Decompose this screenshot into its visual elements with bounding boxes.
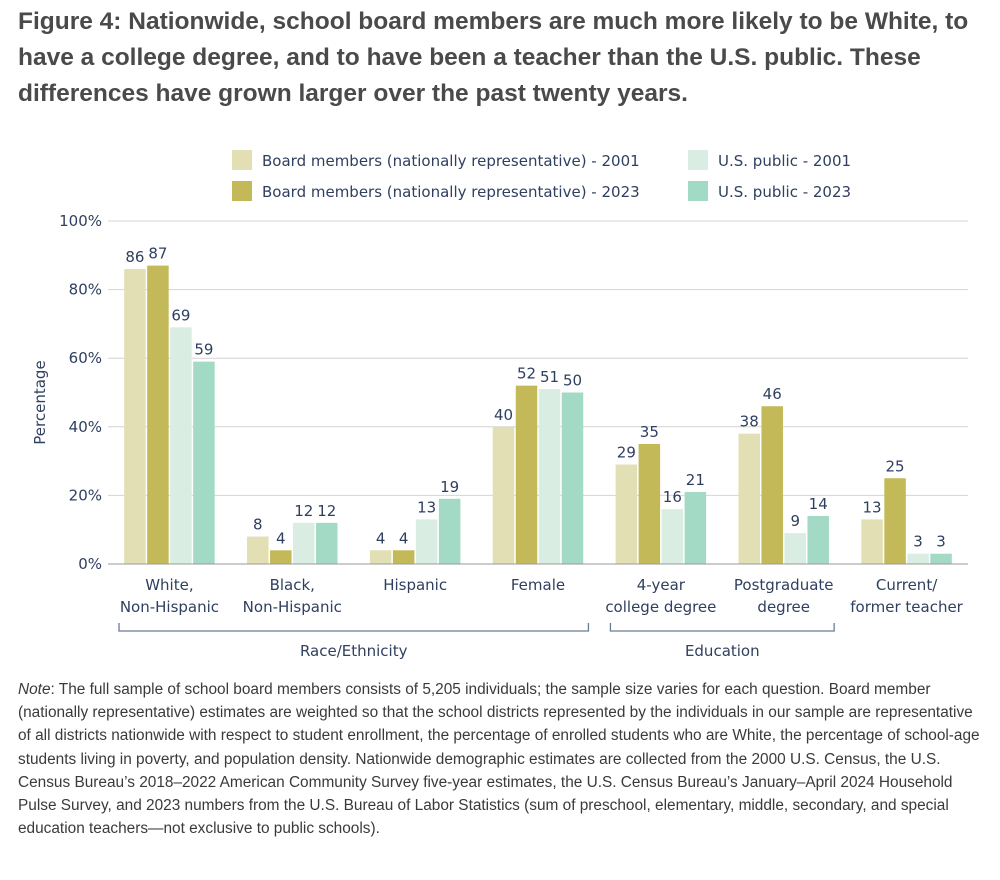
bar	[761, 406, 783, 564]
data-label: 35	[640, 423, 659, 441]
data-label: 59	[194, 341, 213, 359]
bar	[907, 553, 929, 564]
x-tick-label: Non-Hispanic	[243, 598, 342, 616]
group-bracket	[609, 623, 835, 632]
legend-swatch	[688, 150, 708, 170]
bar	[293, 522, 315, 564]
bar	[661, 509, 684, 564]
legend-swatch	[688, 181, 708, 201]
data-label: 87	[148, 245, 167, 263]
data-label: 19	[440, 478, 459, 496]
data-label: 9	[790, 512, 800, 530]
y-tick-label: 20%	[69, 486, 102, 504]
figure-title: Figure 4: Nationwide, school board membe…	[18, 8, 969, 107]
bar	[415, 519, 438, 564]
bar	[930, 553, 952, 564]
data-label: 3	[936, 533, 946, 551]
bar	[492, 426, 515, 564]
data-label: 50	[563, 372, 582, 390]
bar	[638, 443, 661, 564]
bar	[784, 533, 806, 564]
y-tick-label: 40%	[69, 418, 102, 436]
data-label: 13	[863, 498, 882, 516]
y-axis-label: Percentage	[31, 360, 49, 444]
legend-label: Board members (nationally representative…	[262, 183, 640, 201]
data-label: 38	[740, 413, 759, 431]
x-tick-label: former teacher	[850, 598, 963, 616]
category-groups: Race/Ethnicity Education	[118, 623, 835, 660]
data-label: 4	[399, 529, 409, 547]
x-tick-label: degree	[757, 598, 810, 616]
legend-swatch	[232, 181, 252, 201]
data-label: 29	[617, 444, 636, 462]
bar	[807, 515, 829, 564]
legend-label: U.S. public - 2023	[718, 183, 851, 201]
bar	[515, 385, 538, 564]
data-label: 51	[540, 368, 559, 386]
x-tick-label: college degree	[605, 598, 716, 616]
data-label: 16	[663, 488, 682, 506]
gridlines	[108, 220, 968, 496]
data-label: 40	[494, 406, 513, 424]
legend-label: Board members (nationally representative…	[262, 152, 640, 170]
legend-label: U.S. public - 2001	[718, 152, 851, 170]
x-tick-label: White,	[145, 576, 193, 594]
data-label: 52	[517, 365, 536, 383]
x-tick-label: 4-year	[637, 576, 686, 594]
x-tick-label: Postgraduate	[734, 576, 834, 594]
bar	[615, 464, 638, 564]
y-tick-label: 0%	[78, 555, 102, 573]
bar	[193, 361, 215, 564]
data-label: 13	[417, 498, 436, 516]
bar	[438, 498, 461, 564]
group-label: Race/Ethnicity	[300, 642, 408, 660]
bar	[684, 491, 707, 564]
x-tick-label: Female	[511, 576, 565, 594]
data-label: 12	[317, 502, 336, 520]
bar	[392, 550, 415, 564]
data-label: 4	[376, 529, 386, 547]
bar	[561, 392, 584, 564]
group-label: Education	[685, 642, 760, 660]
y-tick-label: 60%	[69, 349, 102, 367]
note-text: : The full sample of school board member…	[18, 681, 980, 838]
bar	[124, 269, 146, 564]
data-label: 25	[886, 457, 905, 475]
legend-swatch	[232, 150, 252, 170]
bar	[316, 522, 338, 564]
data-label: 3	[913, 533, 923, 551]
data-label: 14	[809, 495, 828, 513]
data-label: 12	[294, 502, 313, 520]
data-label: 4	[276, 529, 286, 547]
data-label: 8	[253, 516, 263, 534]
chart-note: Note: The full sample of school board me…	[18, 678, 984, 840]
note-label: Note	[18, 681, 51, 698]
bar	[270, 550, 292, 564]
data-label: 86	[125, 248, 144, 266]
x-tick-label: Hispanic	[383, 576, 447, 594]
data-label: 69	[171, 306, 190, 324]
x-tick-label: Non-Hispanic	[120, 598, 219, 616]
x-tick-label: Current/	[876, 576, 938, 594]
x-axis: White, Non-Hispanic Black, Non-Hispanic Hisp…	[108, 563, 968, 616]
bar	[147, 265, 169, 564]
x-tick-label: Black,	[270, 576, 315, 594]
bar	[369, 550, 392, 564]
bar	[538, 389, 561, 564]
y-tick-label: 100%	[59, 212, 102, 230]
bar	[861, 519, 883, 564]
data-label: 21	[686, 471, 705, 489]
bar	[247, 536, 269, 564]
group-bracket	[118, 623, 590, 632]
legend: Board members (nationally representative…	[232, 150, 851, 201]
y-axis: 0% 20% 40% 60% 80% 100% Percentage	[31, 212, 102, 573]
bar	[738, 433, 760, 564]
bar	[170, 327, 192, 564]
data-label: 46	[763, 385, 782, 403]
y-tick-label: 80%	[69, 281, 102, 299]
bar	[884, 478, 906, 564]
bar-chart: Board members (nationally representative…	[31, 150, 968, 660]
